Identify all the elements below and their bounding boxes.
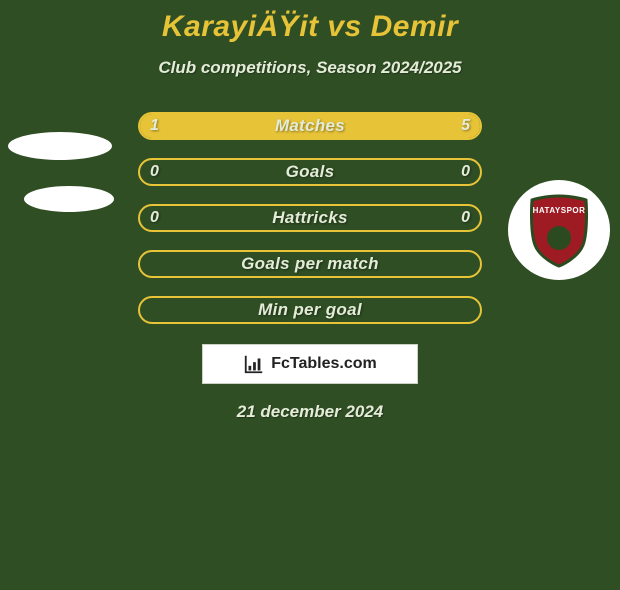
bar-value-right: 0: [461, 158, 470, 186]
bar-value-left: 0: [150, 204, 159, 232]
bar-row: Matches1 5: [138, 112, 482, 140]
bar-value-left: 1: [150, 112, 159, 140]
badge-right-circle: HATAYSPOR: [508, 180, 610, 280]
footer-text: FcTables.com: [271, 355, 377, 373]
bar-value-right: 0: [461, 204, 470, 232]
badge-left-ellipse-2: [24, 186, 114, 212]
footer-attribution: FcTables.com: [202, 344, 418, 384]
chart-icon: [243, 353, 265, 375]
subtitle: Club competitions, Season 2024/2025: [0, 58, 620, 78]
bar-label: Hattricks: [138, 204, 482, 232]
bar-row: Goals per match: [138, 250, 482, 278]
bar-row: Goals0 0: [138, 158, 482, 186]
page-title: KarayiÄŸit vs Demir: [0, 10, 620, 44]
bar-row: Min per goal: [138, 296, 482, 324]
bar-label: Matches: [138, 112, 482, 140]
date-text: 21 december 2024: [0, 402, 620, 422]
comparison-bars: Matches15Goals00Hattricks00Goals per mat…: [138, 112, 482, 324]
bar-value-right: 5: [461, 112, 470, 140]
bar-label: Goals per match: [138, 250, 482, 278]
bar-value-left: 0: [150, 158, 159, 186]
bar-label: Goals: [138, 158, 482, 186]
bar-label: Min per goal: [138, 296, 482, 324]
club-shield: HATAYSPOR: [524, 192, 594, 268]
badge-left-ellipse-1: [8, 132, 112, 160]
club-shield-text: HATAYSPOR: [533, 206, 586, 215]
bar-row: Hattricks0 0: [138, 204, 482, 232]
